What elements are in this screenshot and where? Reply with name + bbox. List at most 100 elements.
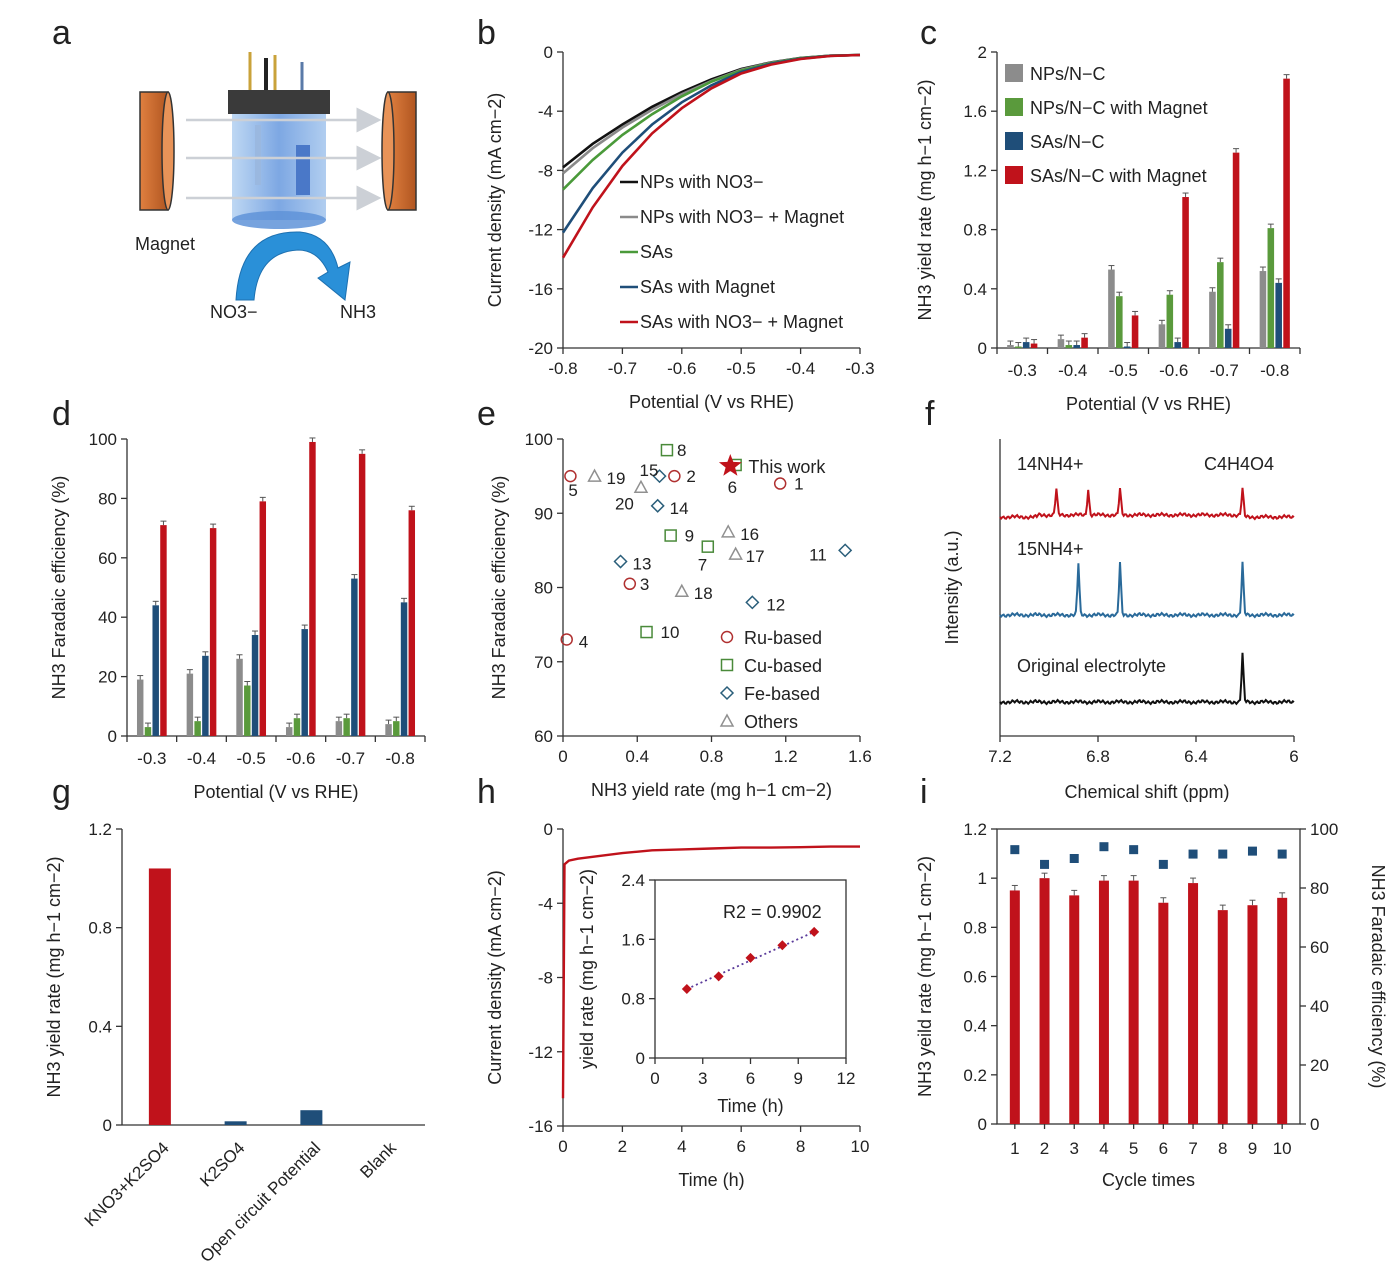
e-this-work-label: This work (748, 457, 826, 477)
panel-c-chart: 0 0.4 0.8 1.2 1.6 2 -0.3 -0.4 -0.5 -0.6 -0.7 -0.8 Po… (915, 43, 1301, 414)
h-xlabel: Time (h) (678, 1170, 744, 1190)
e-point-label: 15 (640, 461, 659, 480)
h-inset-xtick-label: 6 (746, 1069, 755, 1088)
field-lines (186, 107, 382, 211)
c-ytick-label: 0 (978, 339, 987, 358)
c-bar (1224, 328, 1232, 348)
h-inset-xtick-label: 3 (698, 1069, 707, 1088)
i-fe-point (1010, 845, 1020, 855)
e-point-label: 1 (794, 475, 803, 494)
f-series-label: 14NH4+ (1017, 454, 1084, 474)
d-bar (335, 721, 343, 736)
h-ytick-label: -16 (528, 1117, 553, 1136)
h-inset-ylabel: yield rate (mg h−1 cm−2) (577, 869, 597, 1069)
e-legend-label: Others (744, 712, 798, 732)
reactant-label: NO3− (210, 302, 258, 322)
i-xtick-label: 3 (1070, 1139, 1079, 1158)
b-legend-label: NPs with NO3− (640, 172, 764, 192)
c-bar (1015, 346, 1022, 348)
panel-h-chart: 0 -4 -8 -12 -16 0 2 4 6 8 10 Time (h) Current densit… (485, 820, 869, 1190)
e-point-2 (668, 469, 681, 483)
i-ytick-label: 1.2 (963, 820, 987, 839)
c-bar (1283, 78, 1290, 348)
c-bar (1030, 343, 1038, 348)
e-point-4 (560, 633, 573, 646)
h-inset-point (713, 971, 724, 982)
b-xtick-label: -0.3 (845, 359, 874, 378)
i-fe-point (1247, 846, 1257, 856)
magnet-label: Magnet (135, 234, 195, 254)
i-fe-point (1277, 849, 1287, 859)
c-bar (1057, 339, 1065, 348)
e-legend-label: Ru-based (744, 628, 822, 648)
i-fe-point (1158, 859, 1168, 869)
i-xtick-label: 4 (1099, 1139, 1108, 1158)
h-inset-xtick-label: 12 (837, 1069, 856, 1088)
i-bar (1039, 878, 1050, 1124)
e-xtick-label: 0.8 (700, 747, 724, 766)
e-ytick-label: 100 (525, 430, 553, 449)
e-point-14 (650, 498, 665, 513)
e-point-15 (652, 469, 667, 484)
e-legend-marker (719, 685, 735, 701)
panel-label-c: c (920, 14, 937, 52)
panel-label-i: i (920, 773, 928, 811)
conversion-arrow (235, 231, 351, 301)
c-legend-swatch (1005, 166, 1023, 184)
d-bar (351, 578, 358, 736)
d-ylabel: NH3 Faradaic efficiency (%) (49, 476, 69, 700)
e-xtick-label: 0.4 (625, 747, 649, 766)
c-bar (1158, 324, 1166, 348)
i-xtick-label: 5 (1129, 1139, 1138, 1158)
f-spectrum-line (999, 561, 1295, 619)
c-legend-swatch (1005, 132, 1023, 150)
c-ytick-label: 1.2 (963, 161, 987, 180)
i-ytick-label: 0.6 (963, 968, 987, 987)
e-xlabel: NH3 yield rate (mg h−1 cm−2) (591, 780, 832, 800)
c-xtick-label: -0.6 (1159, 361, 1188, 380)
d-xlabel: Potential (V vs RHE) (193, 782, 358, 802)
c-legend-swatch (1005, 98, 1023, 116)
g-ytick-label: 0 (103, 1116, 112, 1135)
right-magnet (381, 91, 417, 211)
d-bar (186, 673, 194, 736)
d-ytick-label: 100 (89, 430, 117, 449)
h-ytick-label: 0 (544, 820, 553, 839)
i-bar (1217, 910, 1228, 1124)
e-point-16 (720, 524, 736, 538)
i-right-ytick-label: 80 (1310, 879, 1329, 898)
b-xtick-label: -0.7 (608, 359, 637, 378)
f-spectrum-line (999, 652, 1295, 706)
e-point-8 (660, 443, 674, 457)
panel-label-d: d (52, 395, 71, 433)
panel-b-chart: 0 -4 -8 -12 -16 -20-0.8 -0.7 -0.6 -0.5 -0.4 -0.3 Po… (485, 43, 875, 412)
left-magnet (139, 91, 175, 211)
g-bar (300, 1110, 323, 1125)
c-bar (1073, 345, 1080, 348)
g-bar (148, 868, 171, 1125)
b-legend-label: SAs with Magnet (640, 277, 775, 297)
c-bar (1081, 337, 1088, 348)
e-point-label: 16 (740, 525, 759, 544)
i-xlabel: Cycle times (1102, 1170, 1195, 1190)
h-inset-ytick-label: 0.8 (621, 990, 645, 1009)
e-ylabel: NH3 Faradaic efficiency (%) (489, 476, 509, 700)
i-right-ytick-label: 40 (1310, 997, 1329, 1016)
e-point-label: 6 (728, 478, 737, 497)
c-bar (1209, 291, 1216, 348)
g-xtick-label: K2SO4 (196, 1138, 248, 1190)
f-series-label: Original electrolyte (1017, 656, 1166, 676)
f-series-label: 15NH4+ (1017, 539, 1084, 559)
d-bar (293, 718, 301, 736)
e-point-1 (773, 477, 787, 490)
c-legend-label: NPs/N−C with Magnet (1030, 98, 1208, 118)
e-point-label: 4 (579, 632, 588, 651)
e-point-12 (745, 595, 760, 610)
d-bar (144, 727, 152, 736)
e-point-label: 5 (568, 481, 577, 500)
i-fe-point (1099, 842, 1109, 852)
b-ytick-label: -20 (528, 339, 553, 358)
h-inset-point (777, 940, 788, 951)
i-right-ytick-label: 20 (1310, 1056, 1329, 1075)
panel-e-chart: 60 70 80 90 100 0 0.4 0.8 1.2 1.6 NH3 yield rate (… (489, 430, 872, 800)
